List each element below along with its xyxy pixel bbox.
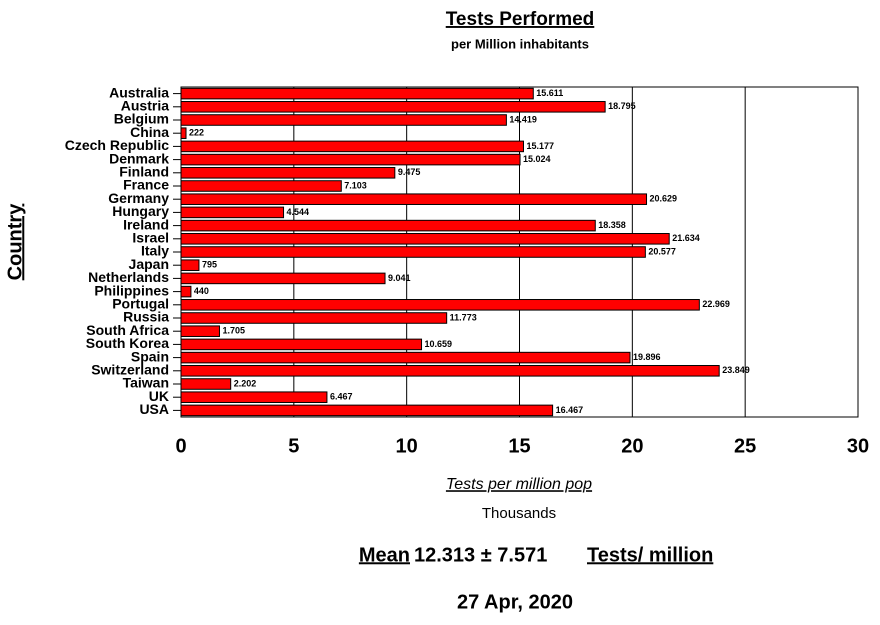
- bar: [180, 391, 328, 403]
- bar: [180, 325, 220, 337]
- x-tick-label: 5: [288, 435, 299, 457]
- y-tick-label: Austria: [121, 98, 169, 114]
- y-tick-label: Spain: [131, 348, 169, 364]
- y-tick-label: Switzerland: [91, 362, 169, 378]
- value-label: 9.475: [398, 167, 421, 177]
- value-label: 6.467: [330, 392, 353, 402]
- y-tick-label: Hungary: [112, 203, 169, 219]
- chart-title: Tests Performed: [446, 9, 595, 30]
- bar: [180, 180, 342, 192]
- value-label: 20.629: [650, 194, 678, 204]
- x-axis-unit: Thousands: [482, 505, 556, 522]
- y-tick-label: South Korea: [86, 335, 169, 351]
- bar: [180, 351, 631, 364]
- bar: [180, 167, 396, 179]
- bar: [180, 299, 700, 311]
- y-tick-label: Israel: [132, 230, 169, 246]
- date: 27 Apr, 2020: [457, 591, 573, 613]
- y-tick-label: Italy: [141, 243, 169, 259]
- y-tick-label: Portugal: [112, 296, 169, 312]
- mean-value: 12.313 ± 7.571: [414, 544, 547, 566]
- bar: [180, 153, 521, 166]
- bar: [180, 127, 187, 139]
- value-label: 21.634: [672, 233, 700, 243]
- mean-label: Mean: [359, 544, 410, 566]
- x-tick-label: 30: [847, 435, 869, 457]
- x-tick-label: 20: [621, 435, 643, 457]
- y-tick-label: Ireland: [123, 216, 169, 232]
- value-label: 7.103: [344, 180, 367, 190]
- y-tick-label: South Africa: [86, 322, 169, 338]
- value-label: 20.577: [648, 246, 676, 256]
- value-label: 2.202: [234, 378, 257, 388]
- y-tick-label: France: [123, 177, 169, 193]
- bar: [180, 101, 606, 113]
- value-label: 14.419: [509, 114, 537, 124]
- mean-unit: Tests/ million: [587, 544, 713, 566]
- value-label: 22.969: [702, 299, 730, 309]
- value-label: 10.659: [425, 339, 453, 349]
- value-label: 795: [202, 260, 217, 270]
- value-label: 15.177: [526, 141, 554, 151]
- x-tick-label: 10: [396, 435, 418, 457]
- value-label: 16.467: [556, 405, 584, 415]
- bar: [180, 259, 200, 271]
- y-tick-label: Russia: [123, 309, 169, 325]
- y-tick-label: Czech Republic: [65, 137, 169, 153]
- y-tick-label: Denmark: [109, 150, 169, 166]
- bar: [180, 114, 507, 126]
- y-tick-label: Philippines: [94, 282, 169, 298]
- y-tick-label: UK: [149, 388, 169, 404]
- bar: [180, 219, 596, 232]
- value-label: 23.849: [722, 365, 750, 375]
- value-label: 15.024: [523, 154, 551, 164]
- bar: [180, 87, 534, 100]
- value-label: 11.773: [450, 312, 477, 322]
- y-tick-label: Germany: [108, 190, 169, 206]
- x-tick-label: 15: [508, 435, 530, 457]
- y-axis-label: Country: [4, 203, 26, 281]
- value-label: 440: [194, 286, 209, 296]
- x-tick-label: 25: [734, 435, 756, 457]
- value-label: 222: [189, 128, 204, 138]
- y-tick-label: Belgium: [114, 111, 169, 127]
- bar: [180, 338, 423, 351]
- value-label: 15.611: [536, 88, 563, 98]
- bar: [180, 272, 386, 285]
- y-tick-label: Netherlands: [88, 269, 169, 285]
- y-tick-label: Japan: [129, 256, 169, 272]
- bar: [180, 312, 448, 324]
- x-axis-label: Tests per million pop: [446, 476, 592, 493]
- y-tick-label: Taiwan: [123, 375, 169, 391]
- bar: [180, 206, 285, 219]
- value-label: 18.795: [608, 101, 636, 111]
- value-label: 4.544: [287, 207, 310, 217]
- chart-subtitle: per Million inhabitants: [451, 36, 589, 51]
- bar: [180, 285, 192, 298]
- bar: [180, 365, 720, 377]
- bar: [180, 140, 524, 153]
- value-label: 19.896: [633, 352, 661, 362]
- bar: [180, 378, 232, 390]
- value-label: 9.041: [388, 273, 411, 283]
- y-tick-label: Australia: [109, 84, 169, 100]
- bar: [180, 404, 554, 417]
- bar: [180, 246, 646, 258]
- value-label: 1.705: [222, 326, 245, 336]
- bar: [180, 233, 670, 245]
- y-tick-label: Finland: [119, 164, 169, 180]
- value-label: 18.358: [598, 220, 626, 230]
- bar: [180, 193, 648, 205]
- x-tick-label: 0: [175, 435, 186, 457]
- y-tick-label: USA: [139, 401, 169, 417]
- y-tick-label: China: [130, 124, 169, 140]
